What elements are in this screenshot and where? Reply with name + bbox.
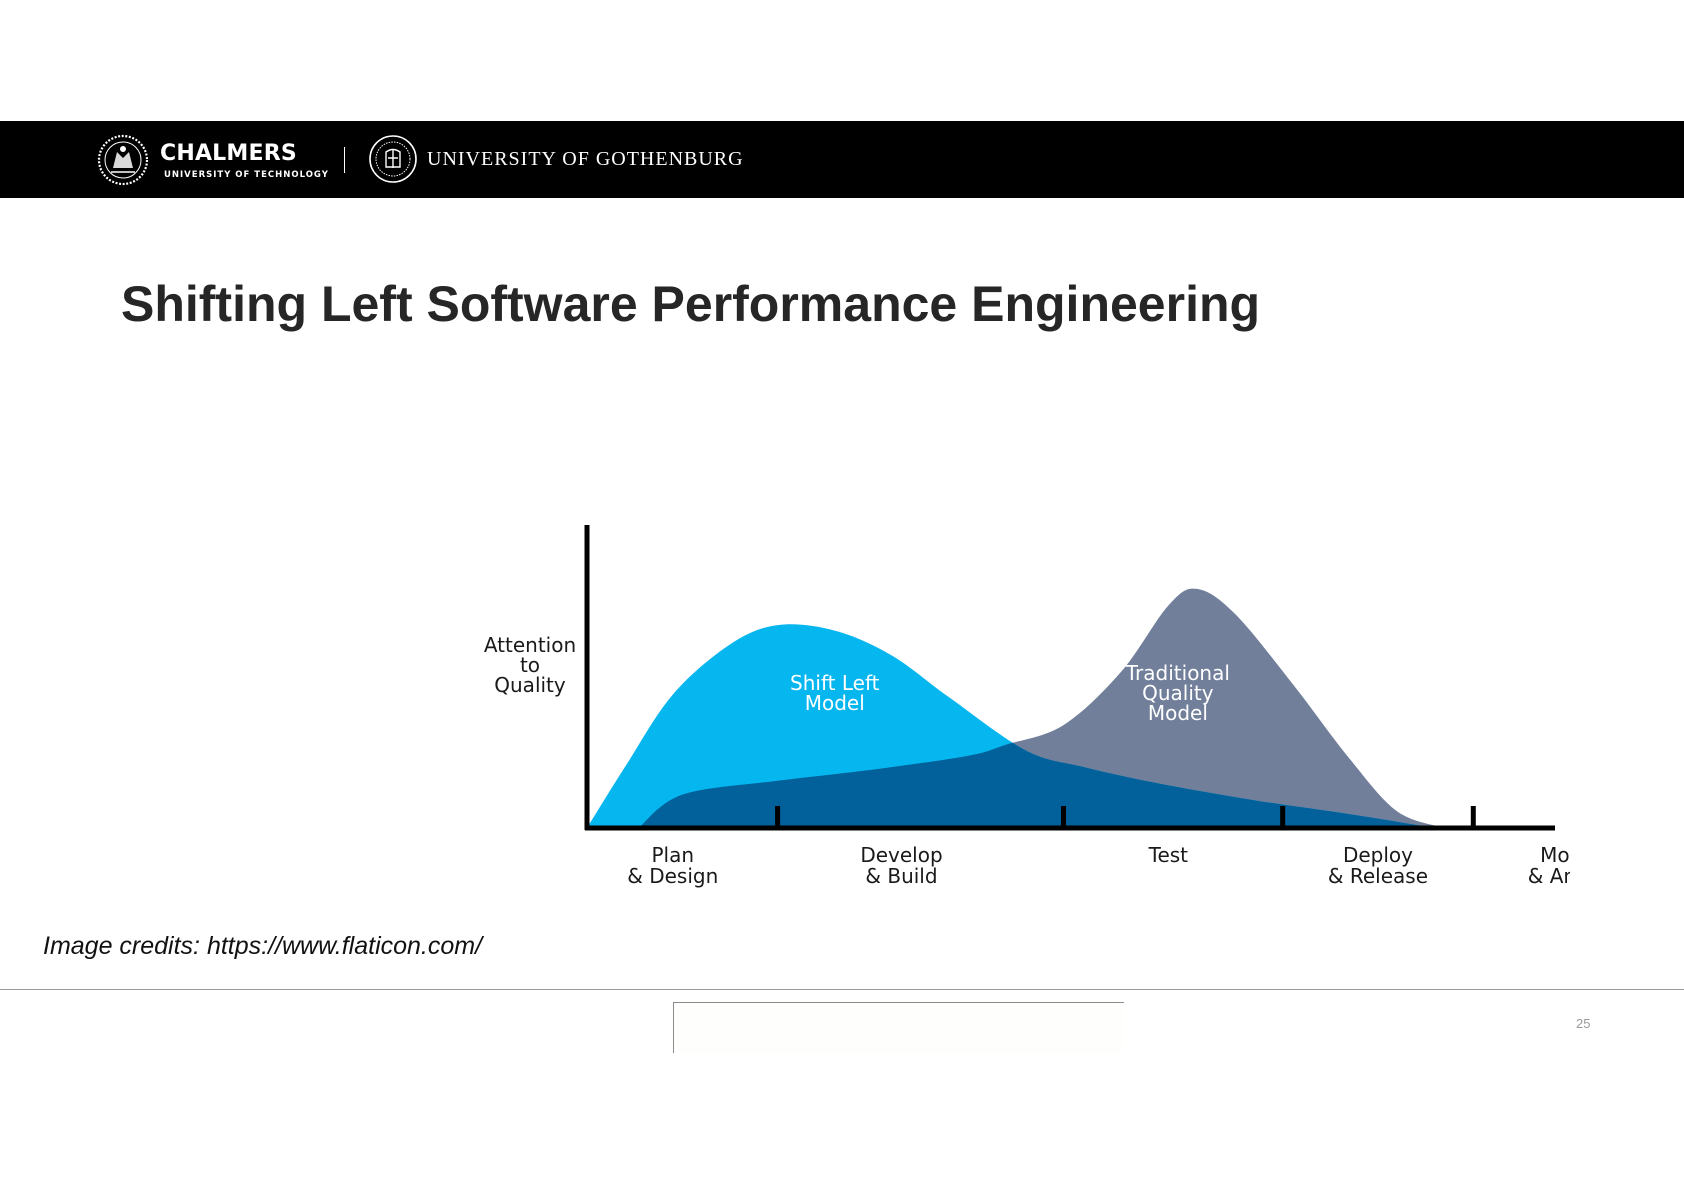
- chalmers-subtitle: UNIVERSITY OF TECHNOLOGY: [164, 170, 329, 180]
- chart-ticks: [775, 806, 1476, 828]
- page-title: Shifting Left Software Performance Engin…: [121, 276, 1261, 332]
- x-tick-label: Deploy & Release: [1328, 843, 1428, 888]
- header-bar: CHALMERS UNIVERSITY OF TECHNOLOGY UNIVER…: [0, 121, 1684, 198]
- chalmers-name: CHALMERS: [160, 141, 297, 166]
- chalmers-seal-icon: [97, 134, 149, 186]
- shift-left-area: [587, 624, 1436, 828]
- x-tick-label: Monitor& Analyze: [1528, 843, 1570, 888]
- quality-attention-chart: Shift Left Model Traditional Quality Model A…: [484, 525, 1570, 888]
- x-axis-labels: Plan & Design Develop & Build Test Deploy & Re…: [627, 843, 1570, 888]
- traditional-quality-area: [638, 588, 1445, 828]
- logo-divider: [344, 147, 345, 173]
- traditional-quality-label: Traditional Quality Model: [1125, 661, 1230, 725]
- y-axis-label: Attention to Quality: [484, 633, 576, 697]
- gu-seal-icon: [369, 135, 417, 183]
- chart-areas: [587, 588, 1445, 828]
- gu-name: UNIVERSITY OF GOTHENBURG: [427, 148, 744, 170]
- x-tick-label: Plan & Design: [627, 843, 718, 888]
- page-number: 25: [1576, 1016, 1591, 1031]
- y-axis-label-text: Attention to Quality: [484, 633, 576, 697]
- footer-box: [673, 1002, 1124, 1053]
- image-credits: Image credits: https://www.flaticon.com/: [43, 932, 483, 960]
- chart-axes: [584, 525, 1555, 831]
- series-labels: Shift Left Model Traditional Quality Model: [790, 661, 1230, 725]
- shift-left-label: Shift Left Model: [790, 671, 880, 715]
- footer-rule: [0, 989, 1684, 990]
- x-tick-label: Test: [1148, 843, 1189, 867]
- x-tick-label: Develop & Build: [860, 843, 942, 888]
